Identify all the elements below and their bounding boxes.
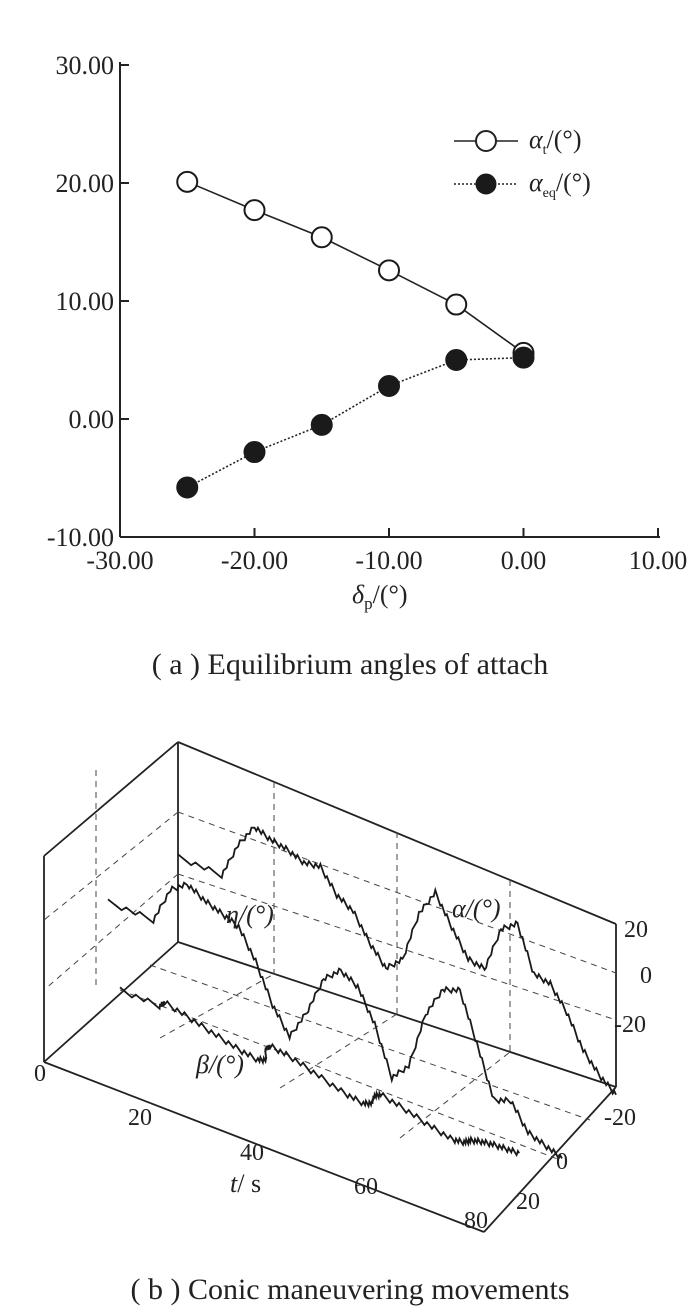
grid-lines — [43, 770, 617, 1161]
beta-tick-label: -20 — [604, 1105, 636, 1131]
data-point-filled — [445, 349, 468, 371]
y-tick-label: 0.00 — [69, 405, 115, 434]
x-axis-label: δp/(°) — [352, 580, 408, 613]
chart-equilibrium-angles: -10.00 0.00 10.00 20.00 30.00 -30.00 -20.00 -10… — [47, 51, 688, 613]
beta-axis-ticks: -20 0 20 — [516, 1105, 636, 1215]
data-point-open — [310, 226, 333, 249]
z-axis-ticks: 20 0 -20 — [614, 917, 652, 1038]
z-tick-label: 0 — [640, 963, 652, 989]
frame-edge — [43, 941, 179, 1063]
y-tick-label: -10.00 — [47, 523, 114, 552]
frame-edge — [177, 941, 617, 1088]
data-point-open — [176, 170, 199, 193]
grid-line — [149, 964, 591, 1121]
x-tick-label: -30.00 — [86, 546, 153, 575]
data-point-open — [445, 293, 468, 316]
y-tick-label: 20.00 — [56, 169, 115, 198]
series-line-alpha-t — [186, 181, 524, 354]
frame-edge — [43, 741, 179, 857]
series-curve-alpha — [177, 825, 617, 1096]
t-tick-label: 80 — [464, 1208, 488, 1234]
frame-edge — [483, 1086, 617, 1233]
t-tick-label: 20 — [128, 1105, 152, 1131]
grid-line — [279, 1013, 398, 1089]
t-tick-label: 40 — [240, 1140, 264, 1166]
data-point-open — [243, 199, 266, 222]
series-label-alpha: α/(°) — [452, 894, 501, 923]
legend-filled-circle-icon — [475, 173, 497, 195]
t-axis-ticks: 0 20 40 60 80 — [34, 1061, 488, 1234]
grid-line — [43, 873, 179, 991]
t-tick-label: 0 — [34, 1061, 46, 1087]
legend-label-alpha-eq: αeq/(°) — [529, 168, 591, 201]
legend-label-alpha-t: αt/(°) — [529, 125, 581, 158]
z-tick-label: -20 — [614, 1012, 646, 1038]
grid-line — [43, 811, 179, 921]
data-point-filled — [176, 476, 199, 499]
legend-entry-alpha-t: αt/(°) — [454, 125, 581, 158]
series-label-beta: β/(°) — [195, 1050, 244, 1079]
chart-conic-maneuvers: η/(°) α/(°) β/(°) 0 20 40 60 80 t/ s -20… — [34, 741, 652, 1234]
data-point-filled — [310, 413, 333, 436]
legend: αt/(°) αeq/(°) — [454, 125, 591, 201]
grid-line — [119, 989, 561, 1161]
legend-open-circle-icon — [475, 130, 497, 152]
box-frame — [43, 741, 617, 1233]
beta-tick-label: 20 — [516, 1189, 540, 1215]
series-line-alpha-eq — [186, 356, 524, 489]
z-tick-label: 20 — [624, 917, 648, 943]
legend-entry-alpha-eq: αeq/(°) — [454, 168, 591, 201]
grid-line — [399, 1051, 511, 1139]
beta-tick-label: 0 — [556, 1149, 568, 1175]
caption-b: ( b ) Conic maneuvering movements — [130, 1273, 570, 1306]
x-tick-label: 10.00 — [629, 546, 688, 575]
y-tick-label: 30.00 — [56, 51, 115, 80]
series-curve-eta — [107, 881, 563, 1161]
data-point-filled — [243, 441, 266, 464]
x-tick-label: 0.00 — [501, 546, 547, 575]
t-tick-label: 60 — [354, 1174, 378, 1200]
x-tick-label: -20.00 — [221, 546, 288, 575]
series-curve-beta — [119, 986, 520, 1158]
x-tick-label: -10.00 — [355, 546, 422, 575]
data-point-filled — [512, 346, 535, 369]
y-tick-label: 10.00 — [56, 287, 115, 316]
grid-line — [159, 973, 275, 1039]
series-label-eta: η/(°) — [226, 900, 274, 929]
t-axis-label: t/ s — [230, 1169, 261, 1198]
data-point-open — [378, 259, 400, 282]
caption-a: ( a ) Equilibrium angles of attach — [151, 648, 549, 681]
frame-edge — [43, 1061, 485, 1233]
data-point-filled — [378, 374, 400, 397]
